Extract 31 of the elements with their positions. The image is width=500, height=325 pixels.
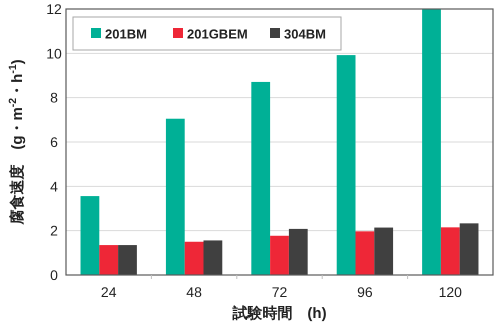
x-tick-label: 48 — [186, 284, 202, 300]
bar — [422, 9, 441, 275]
bar — [440, 227, 460, 275]
legend-label: 304BM — [284, 26, 326, 42]
bar — [251, 82, 270, 275]
y-tick-label: 6 — [50, 134, 58, 150]
x-tick-label: 24 — [100, 284, 117, 300]
bar — [166, 118, 185, 275]
bar — [270, 236, 289, 275]
y-tick-label: 4 — [50, 178, 58, 194]
bar — [374, 228, 394, 275]
x-tick-label: 96 — [357, 284, 373, 300]
y-tick-label: 8 — [50, 90, 58, 106]
y-tick-label: 2 — [50, 222, 58, 239]
bar — [203, 240, 222, 275]
bar — [336, 55, 356, 275]
x-tick-label: 120 — [438, 284, 462, 300]
legend-label: 201GBEM — [187, 26, 248, 42]
bar — [288, 228, 308, 275]
y-tick-label: 0 — [50, 267, 58, 283]
y-tick-label: 12 — [46, 1, 62, 17]
legend-label: 201BM — [105, 26, 147, 42]
bar — [80, 196, 100, 275]
x-tick-label: 72 — [272, 284, 288, 300]
y-tick-label: 10 — [46, 45, 62, 62]
bar — [99, 245, 118, 275]
bar — [460, 223, 478, 275]
x-axis-title: 試験時間 (h) — [231, 305, 327, 322]
bar — [184, 242, 204, 275]
bar — [356, 231, 374, 275]
bar — [118, 245, 137, 275]
